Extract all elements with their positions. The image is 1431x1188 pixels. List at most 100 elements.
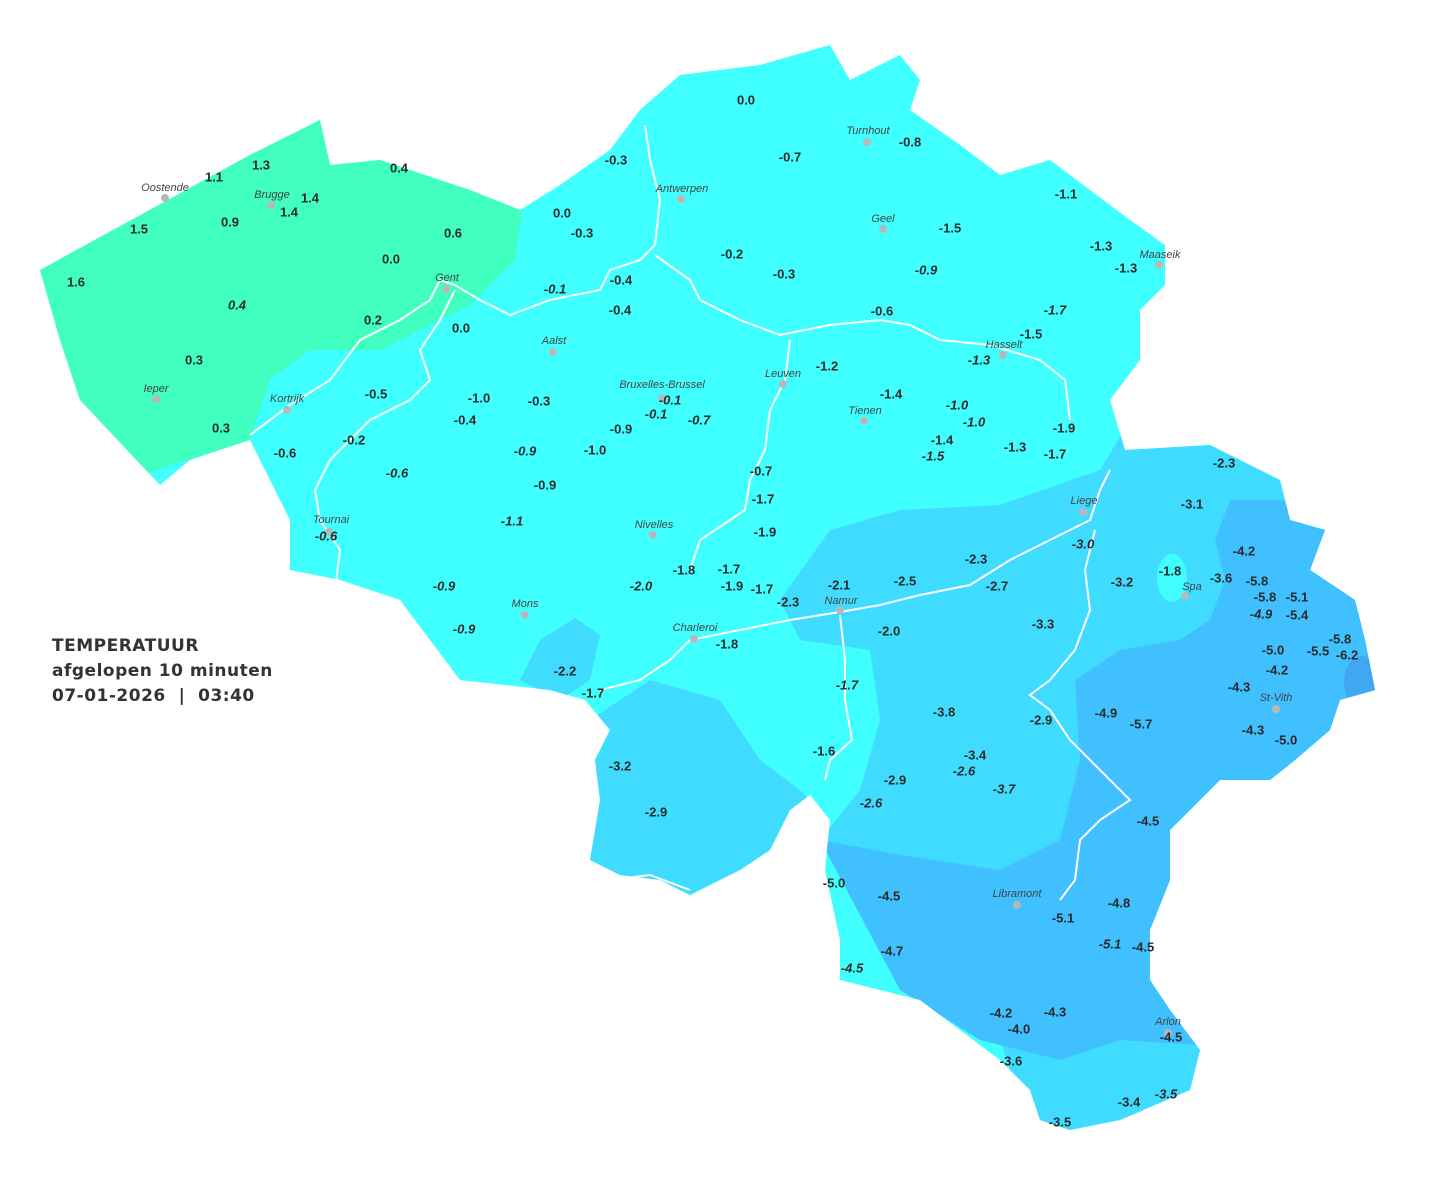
station-temperature: -4.0: [1007, 1021, 1031, 1037]
city-label: Charleroi: [672, 622, 718, 634]
station-temperature: -1.1: [500, 513, 524, 529]
city-label: Aalst: [541, 335, 567, 347]
station-temperature: -2.3: [964, 551, 988, 567]
station-temperature: -1.7: [581, 685, 605, 701]
station-temperature: -3.2: [1110, 574, 1134, 590]
station-temperature: -1.7: [717, 561, 741, 577]
station-temperature: 0.6: [443, 225, 463, 241]
station-temperature: -0.4: [608, 302, 632, 318]
station-temperature: -1.0: [962, 414, 986, 430]
station-temperature: -4.5: [1131, 939, 1155, 955]
city-dot: [442, 285, 450, 293]
station-temperature: -4.7: [880, 943, 904, 959]
station-temperature: -1.2: [815, 358, 839, 374]
station-temperature: -0.6: [870, 303, 894, 319]
city-dot: [690, 635, 698, 643]
station-temperature: -2.9: [644, 804, 668, 820]
legend-subtitle: afgelopen 10 minuten: [52, 661, 273, 681]
city-label: Spa: [1182, 581, 1202, 593]
station-temperature: -1.4: [930, 432, 954, 448]
legend-datetime: 07-01-2026 | 03:40: [52, 686, 255, 706]
station-temperature: -1.5: [921, 448, 945, 464]
city-dot: [549, 348, 557, 356]
zone-below-minus6: [1344, 656, 1375, 708]
station-temperature: -3.0: [1071, 536, 1095, 552]
station-temperature: -1.8: [672, 562, 696, 578]
station-temperature: 0.0: [381, 251, 401, 267]
station-temperature: -1.7: [751, 491, 775, 507]
station-temperature: -5.1: [1098, 936, 1122, 952]
station-temperature: -0.1: [658, 392, 682, 408]
station-temperature: -5.0: [1261, 642, 1285, 658]
station-temperature: -0.9: [914, 262, 938, 278]
station-temperature: -2.3: [776, 594, 800, 610]
station-temperature: -4.2: [989, 1005, 1013, 1021]
station-temperature: -0.7: [778, 149, 802, 165]
station-temperature: -2.0: [629, 578, 653, 594]
station-temperature: -4.8: [1107, 895, 1131, 911]
station-temperature: -2.0: [877, 623, 901, 639]
station-temperature: 0.9: [220, 214, 240, 230]
city-dot: [1272, 705, 1280, 713]
station-temperature: -1.5: [938, 220, 962, 236]
station-temperature: -1.3: [1003, 439, 1027, 455]
station-temperature: 0.2: [363, 312, 383, 328]
city-dot: [1155, 261, 1163, 269]
city-label: Hasselt: [985, 339, 1023, 351]
river-line: [599, 469, 1111, 691]
city-label: Tournai: [312, 514, 350, 526]
station-temperature: -5.7: [1129, 716, 1153, 732]
station-temperature: -0.5: [364, 386, 388, 402]
station-temperature: -1.0: [583, 442, 607, 458]
station-temperature: -2.7: [985, 578, 1009, 594]
station-temperature: 0.0: [736, 92, 756, 108]
station-temperature: -3.5: [1048, 1114, 1072, 1130]
city-dot: [863, 138, 871, 146]
station-temperature: -0.6: [385, 465, 409, 481]
station-temperature: -0.1: [644, 406, 668, 422]
station-temperature: -5.8: [1245, 573, 1269, 589]
station-temperature: -0.9: [513, 443, 537, 459]
station-temperature: -1.7: [750, 581, 774, 597]
station-temperature: -0.7: [749, 463, 773, 479]
station-temperature: 1.5: [129, 221, 149, 237]
station-temperature: 1.4: [279, 204, 299, 220]
city-label: Turnhout: [846, 125, 890, 137]
station-temperature: 1.6: [66, 274, 86, 290]
station-temperature: -0.4: [609, 272, 633, 288]
station-temperature: -5.0: [1274, 732, 1298, 748]
station-temperature: -2.9: [1029, 712, 1053, 728]
city-label: Geel: [871, 213, 895, 225]
river-line: [249, 124, 662, 436]
station-temperature: -6.2: [1335, 647, 1359, 663]
city-label: Namur: [824, 595, 858, 607]
city-dot: [1013, 901, 1021, 909]
station-temperature: -2.6: [859, 795, 883, 811]
city-label: Maaseik: [1139, 249, 1181, 261]
legend-title: TEMPERATUUR: [52, 636, 199, 656]
city-label: Leuven: [764, 368, 802, 380]
zone-spa-warm: [1157, 554, 1187, 602]
station-temperature: -0.9: [609, 421, 633, 437]
city-dot: [649, 531, 657, 539]
station-temperature: -4.9: [1249, 606, 1273, 622]
station-temperature: -3.6: [999, 1053, 1023, 1069]
station-temperature: -5.1: [1051, 910, 1075, 926]
station-temperature: -1.8: [715, 636, 739, 652]
city-dot: [860, 417, 868, 425]
city-label: Antwerpen: [655, 183, 709, 195]
station-temperature: 0.3: [211, 420, 231, 436]
station-temperature: -3.6: [1209, 570, 1233, 586]
station-temperature: -2.2: [553, 663, 577, 679]
station-temperature: -5.8: [1328, 631, 1352, 647]
station-temperature: -3.2: [608, 758, 632, 774]
station-temperature: -4.5: [1159, 1029, 1183, 1045]
station-temperature: 1.4: [300, 190, 320, 206]
city-label: Ieper: [143, 383, 169, 395]
city-dot: [1079, 508, 1087, 516]
river-line: [824, 614, 854, 781]
station-temperature: -0.1: [543, 281, 567, 297]
station-temperature: 1.3: [251, 157, 271, 173]
city-label: Gent: [435, 272, 459, 284]
